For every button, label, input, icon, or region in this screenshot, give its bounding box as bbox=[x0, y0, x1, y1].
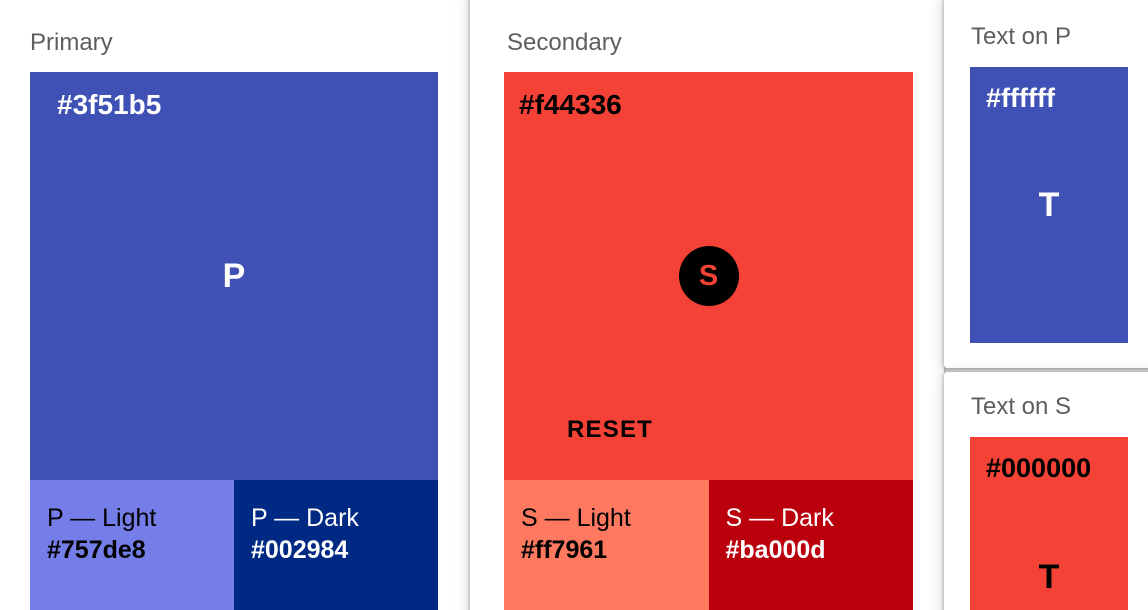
secondary-variants-row: S — Light #ff7961 S — Dark #ba000d bbox=[504, 480, 913, 610]
primary-panel: Primary #3f51b5 P P — Light #757de8 P — … bbox=[0, 0, 456, 610]
primary-main-hex: #3f51b5 bbox=[57, 89, 162, 120]
text-on-secondary-letter: T bbox=[1038, 558, 1060, 596]
secondary-dark-name: S — Dark bbox=[725, 504, 834, 532]
secondary-section-title: Secondary bbox=[507, 29, 622, 56]
primary-main-swatch: #3f51b5 P bbox=[30, 72, 438, 480]
primary-main-letter: P bbox=[222, 257, 246, 295]
primary-dark-name: P — Dark bbox=[251, 504, 359, 532]
primary-dark-hex: #002984 bbox=[251, 536, 349, 564]
primary-dark-swatch: P — Dark #002984 bbox=[234, 480, 438, 610]
text-on-secondary-hex: #000000 bbox=[986, 453, 1092, 483]
text-on-secondary-swatch: #000000 T bbox=[970, 437, 1128, 610]
secondary-light-swatch: S — Light #ff7961 bbox=[504, 480, 709, 610]
primary-light-hex: #757de8 bbox=[47, 536, 146, 564]
primary-section-title: Primary bbox=[30, 29, 113, 56]
primary-light-name: P — Light bbox=[47, 504, 157, 532]
text-on-primary-title: Text on P bbox=[971, 23, 1072, 50]
secondary-light-hex: #ff7961 bbox=[521, 536, 608, 564]
text-on-primary-hex: #ffffff bbox=[986, 83, 1055, 113]
reset-button[interactable]: RESET bbox=[551, 406, 669, 454]
secondary-main-swatch: #f44336 S RESET bbox=[504, 72, 913, 480]
text-on-primary-letter: T bbox=[1038, 186, 1060, 224]
primary-light-swatch: P — Light #757de8 bbox=[30, 480, 234, 610]
text-on-secondary-card: Text on S #000000 T bbox=[944, 372, 1148, 610]
primary-swatch-stack: #3f51b5 P P — Light #757de8 P — Dark #00… bbox=[30, 72, 438, 610]
secondary-dark-swatch: S — Dark #ba000d bbox=[708, 480, 913, 610]
primary-variants-row: P — Light #757de8 P — Dark #002984 bbox=[30, 480, 438, 610]
text-on-primary-card: Text on P #ffffff T bbox=[944, 0, 1148, 368]
secondary-letter-badge: S bbox=[678, 246, 739, 306]
text-on-primary-swatch: #ffffff T bbox=[970, 67, 1128, 343]
secondary-badge-letter: S bbox=[698, 259, 719, 292]
secondary-swatch-stack: #f44336 S RESET S — Light #ff7961 S — Da… bbox=[504, 72, 913, 610]
secondary-light-name: S — Light bbox=[521, 504, 631, 532]
secondary-card: Secondary #f44336 S RESET S — Light #ff7… bbox=[470, 0, 944, 610]
secondary-dark-hex: #ba000d bbox=[725, 536, 826, 564]
secondary-main-hex: #f44336 bbox=[519, 89, 622, 120]
text-on-secondary-title: Text on S bbox=[971, 393, 1072, 420]
